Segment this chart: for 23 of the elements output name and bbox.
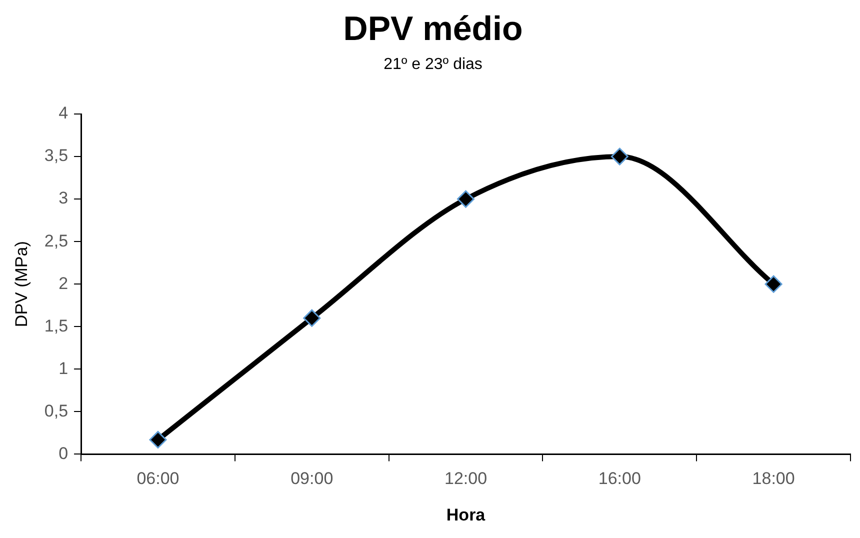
chart-title: DPV médio (343, 10, 523, 48)
y-tick-label: 4 (58, 104, 68, 123)
point (610, 148, 628, 166)
point (303, 309, 321, 327)
point (149, 430, 167, 448)
x-tick-label: 09:00 (290, 469, 334, 488)
y-tick-label: 3 (58, 188, 68, 208)
x-tick-label: 16:00 (598, 469, 641, 488)
y-axis-title: DPV (MPa) (12, 241, 31, 328)
y-tick-label: 0 (58, 444, 68, 463)
y-tick-label: 1 (58, 358, 68, 378)
y-tick-label: 2 (58, 274, 68, 293)
x-tick-label: 18:00 (752, 469, 795, 488)
y-tick-label: 2,5 (44, 231, 68, 250)
point (457, 190, 475, 208)
point (764, 275, 782, 293)
chart-subtitle: 21º e 23º dias (384, 56, 482, 73)
y-tick-label: 0,5 (44, 401, 68, 420)
y-tick-label: 1,5 (44, 316, 68, 336)
x-axis-title: Hora (446, 505, 486, 524)
x-tick-label: 06:00 (136, 469, 180, 488)
y-tick-label: 3,5 (44, 146, 68, 166)
x-tick-label: 12:00 (444, 469, 488, 488)
